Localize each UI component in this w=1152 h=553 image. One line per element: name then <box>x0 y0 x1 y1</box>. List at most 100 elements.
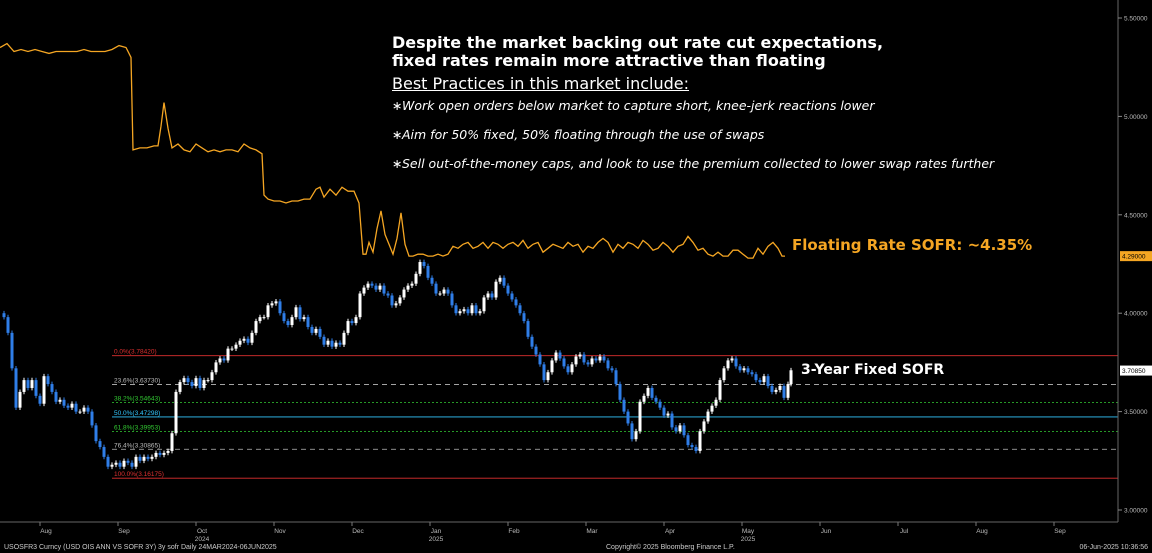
fib-level-label: 61.8%(3.39953) <box>114 424 160 431</box>
candle-body <box>218 358 222 363</box>
candle-body <box>478 311 482 314</box>
candle-body <box>2 313 6 318</box>
candle-body <box>386 293 390 296</box>
candle-body <box>190 382 194 387</box>
candle-body <box>714 399 718 406</box>
candle-body <box>358 293 362 318</box>
candle-body <box>418 262 422 274</box>
candle-body <box>770 386 774 392</box>
candle-body <box>566 366 570 373</box>
candle-body <box>730 358 734 361</box>
footer-copyright: Copyright© 2025 Bloomberg Finance L.P. <box>606 544 735 551</box>
candle-body <box>206 380 210 382</box>
candle-body <box>70 403 74 408</box>
x-tick-label: Sep <box>118 528 130 535</box>
candle-body <box>578 354 582 357</box>
candle-body <box>582 354 586 363</box>
candle-body <box>738 366 742 371</box>
fixed-series-label: 3-Year Fixed SOFR <box>801 362 944 378</box>
candle-body <box>494 281 498 298</box>
candle-body <box>146 456 150 459</box>
candle-body <box>274 301 278 304</box>
candle-body <box>270 303 274 306</box>
candle-body <box>530 336 534 347</box>
candle-body <box>598 356 602 361</box>
floating-last-value-tag-bg <box>1120 251 1152 262</box>
candle-body <box>322 336 326 345</box>
candle-body <box>214 362 218 373</box>
candle-body <box>638 401 642 432</box>
candle-body <box>398 297 402 304</box>
floating-rate-line <box>0 42 785 259</box>
candle-body <box>238 340 242 345</box>
candle-body <box>510 293 514 300</box>
candle-body <box>66 405 70 408</box>
candle-body <box>346 321 350 333</box>
candle-body <box>234 344 238 349</box>
candle-body <box>74 403 78 412</box>
candle-body <box>78 411 82 413</box>
candle-body <box>306 317 310 327</box>
candle-body <box>718 380 722 400</box>
x-tick-label: Aug <box>40 528 52 535</box>
candle-body <box>490 293 494 298</box>
candle-body <box>246 338 250 343</box>
candle-body <box>778 386 782 390</box>
candle-body <box>258 317 262 322</box>
candle-body <box>550 360 554 373</box>
candle-body <box>650 387 654 398</box>
candle-body <box>434 283 438 294</box>
x-year-label: 2025 <box>429 536 444 543</box>
candle-body <box>450 293 454 306</box>
asterisk-bullet-icon: ∗ <box>392 98 403 113</box>
candle-body <box>534 346 538 355</box>
candle-body <box>694 447 698 451</box>
candle-body <box>226 348 230 361</box>
axes: 5.50000 5.00000 4.50000 4.00000 3.50000 3.000… <box>0 0 1148 543</box>
candle-body <box>194 378 198 387</box>
candle-body <box>42 376 46 404</box>
x-tick-label: Apr <box>665 528 676 535</box>
candle-body <box>98 441 102 448</box>
candle-body <box>546 372 550 381</box>
candle-body <box>294 307 298 318</box>
candle-body <box>570 364 574 373</box>
candle-body <box>518 305 522 314</box>
y-tick-label: 5.50000 <box>1124 16 1148 23</box>
candle-body <box>734 358 738 367</box>
candle-body <box>470 305 474 314</box>
x-tick-label: Oct <box>197 528 207 535</box>
candle-body <box>698 431 702 451</box>
candle-body <box>594 358 598 361</box>
candle-body <box>502 277 506 286</box>
y-tick-label: 4.00000 <box>1124 311 1148 318</box>
candle-body <box>370 283 374 286</box>
footer-security: USOSFR3 Curncy (USD OIS ANN VS SOFR 3Y) … <box>4 544 277 551</box>
candle-body <box>586 362 590 365</box>
candle-body <box>326 340 330 345</box>
candle-body <box>354 317 358 324</box>
candle-body <box>702 421 706 432</box>
candle-body <box>654 397 658 402</box>
candle-body <box>138 456 142 461</box>
candle-body <box>522 313 526 322</box>
candle-body <box>562 358 566 367</box>
best-practices-list: ∗Work open orders below market to captur… <box>392 96 1032 180</box>
fib-level-label: 76.4%(3.30865) <box>114 442 160 449</box>
candle-body <box>710 405 714 412</box>
annotation-box: Despite the market backing out rate cut … <box>392 34 1032 180</box>
candle-body <box>678 425 682 432</box>
best-practice-text: Sell out-of-the-money caps, and look to … <box>402 156 995 171</box>
candle-body <box>574 356 578 365</box>
fib-level-label: 23.6%(3.63730) <box>114 378 160 385</box>
candle-body <box>158 452 162 455</box>
candle-body <box>314 328 318 333</box>
candle-body <box>242 338 246 341</box>
floating-series-label: Floating Rate SOFR: ~4.35% <box>792 236 1032 254</box>
asterisk-bullet-icon: ∗ <box>392 156 403 171</box>
candle-body <box>458 311 462 314</box>
candle-body <box>390 295 394 306</box>
candle-body <box>762 376 766 383</box>
best-practice-item: ∗Sell out-of-the-money caps, and look to… <box>392 154 1032 180</box>
candle-body <box>62 399 66 406</box>
